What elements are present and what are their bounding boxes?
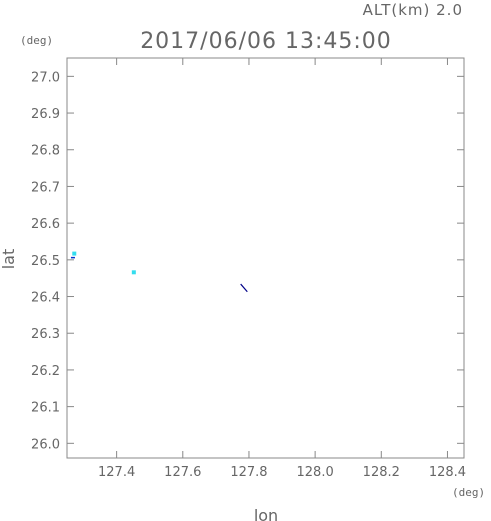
y-tick-label: 26.3 (31, 327, 60, 342)
x-tick-label: 127.4 (98, 465, 135, 480)
track-line (240, 283, 248, 293)
plot-frame (66, 57, 465, 459)
x-tick-label: 127.6 (164, 465, 201, 480)
data-marks (70, 251, 248, 293)
y-tick-label: 26.7 (31, 180, 60, 195)
y-axis-ticks: 26.0 26.1 26.2 26.3 26.4 26.5 26.6 26.7 26.8 26.9… (31, 70, 464, 452)
y-tick-label: 26.9 (31, 107, 60, 122)
y-tick-label: 26.8 (31, 144, 60, 159)
x-tick-label: 127.8 (230, 465, 267, 480)
x-tick-label: 128.2 (363, 465, 400, 480)
y-tick-label: 27.0 (31, 70, 60, 85)
x-tick-label: 128.0 (297, 465, 334, 480)
y-axis-title: lat (0, 249, 18, 270)
x-tick-label: 128.4 (429, 465, 466, 480)
altitude-label: ALT(km) 2.0 (363, 1, 463, 19)
data-point (72, 251, 77, 256)
x-unit-label: (deg) (452, 486, 485, 499)
y-tick-label: 26.2 (31, 364, 60, 379)
y-tick-label: 26.1 (31, 401, 60, 416)
y-tick-label: 26.0 (31, 437, 60, 452)
y-unit-label: (deg) (20, 34, 53, 47)
y-tick-label: 26.6 (31, 217, 60, 232)
data-point (131, 270, 136, 275)
y-tick-label: 26.4 (31, 291, 60, 306)
x-axis-title: lon (254, 506, 278, 521)
y-tick-label: 26.5 (31, 254, 60, 269)
timestamp-title: 2017/06/06 13:45:00 (140, 29, 392, 54)
x-axis-ticks: 127.4 127.6 127.8 128.0 128.2 128.4 (98, 58, 466, 480)
